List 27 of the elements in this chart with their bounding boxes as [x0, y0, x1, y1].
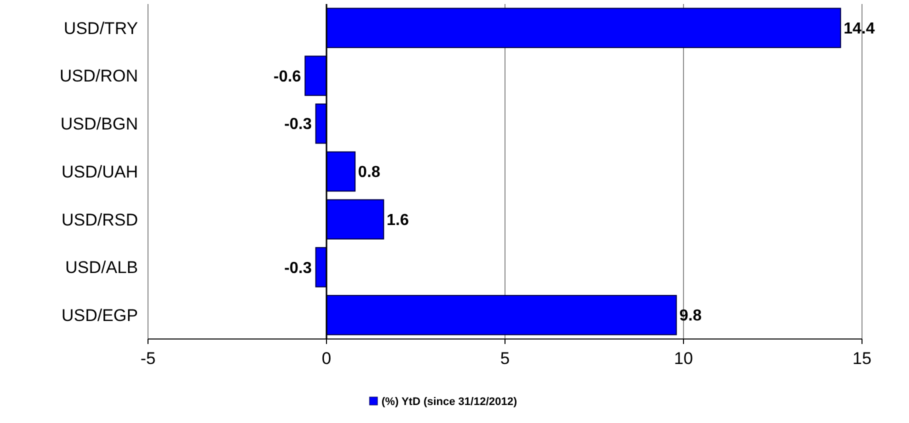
bar: [315, 104, 327, 144]
bar: [315, 247, 327, 288]
data-label: -0.3: [284, 260, 312, 277]
legend-label: (%) YtD (since 31/12/2012): [382, 396, 518, 408]
y-tick-label: USD/ALB: [65, 258, 138, 278]
bar: [326, 8, 842, 48]
x-tick-label: 5: [500, 349, 510, 368]
bar: [326, 151, 356, 192]
y-tick-label: USD/RSD: [61, 210, 138, 230]
y-tick-label: USD/TRY: [64, 18, 138, 38]
bar: [326, 199, 384, 240]
data-label: 0.8: [358, 164, 380, 182]
data-label: -0.3: [284, 116, 312, 134]
data-label: -0.6: [274, 68, 302, 86]
y-tick-label: USD/RON: [60, 66, 138, 86]
bar: [326, 294, 677, 336]
data-label: 14.4: [844, 20, 875, 38]
x-tick-label: -5: [140, 349, 156, 368]
y-tick-label: USD/UAH: [61, 162, 138, 182]
x-tick-label: 0: [322, 349, 332, 368]
y-tick-label: USD/EGP: [61, 306, 138, 326]
y-tick-label: USD/BGN: [60, 114, 138, 134]
bar: [304, 56, 327, 96]
x-tick-label: 15: [852, 349, 872, 368]
data-label: 9.8: [679, 308, 702, 325]
data-label: 1.6: [386, 212, 409, 229]
x-tick-label: 10: [674, 349, 693, 368]
